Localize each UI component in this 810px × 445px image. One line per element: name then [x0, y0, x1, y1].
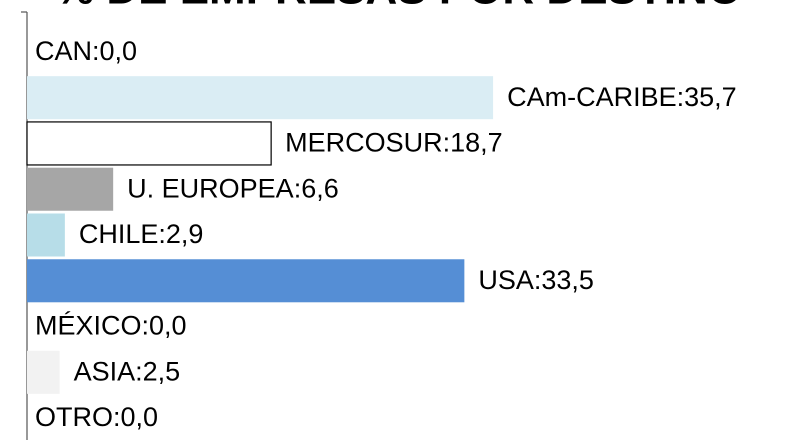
data-label: U. EUROPEA:6,6	[127, 173, 339, 203]
data-label: USA:33,5	[478, 265, 594, 295]
bar	[27, 213, 65, 257]
data-label: CHILE:2,9	[79, 219, 204, 249]
data-label: CAm-CARIBE:35,7	[507, 82, 737, 112]
bar	[27, 76, 494, 120]
data-label: MÉXICO:0,0	[35, 311, 187, 341]
data-label: CAN:0,0	[35, 36, 137, 66]
data-label: OTRO:0,0	[35, 402, 158, 432]
data-label: MERCOSUR:18,7	[285, 128, 503, 158]
chart-title: % DE EMPRESAS POR DESTINO	[55, 0, 742, 14]
bar	[26, 121, 272, 166]
bar	[27, 350, 60, 394]
bar	[27, 259, 465, 303]
data-label: ASIA:2,5	[74, 356, 181, 386]
bar	[27, 167, 114, 211]
